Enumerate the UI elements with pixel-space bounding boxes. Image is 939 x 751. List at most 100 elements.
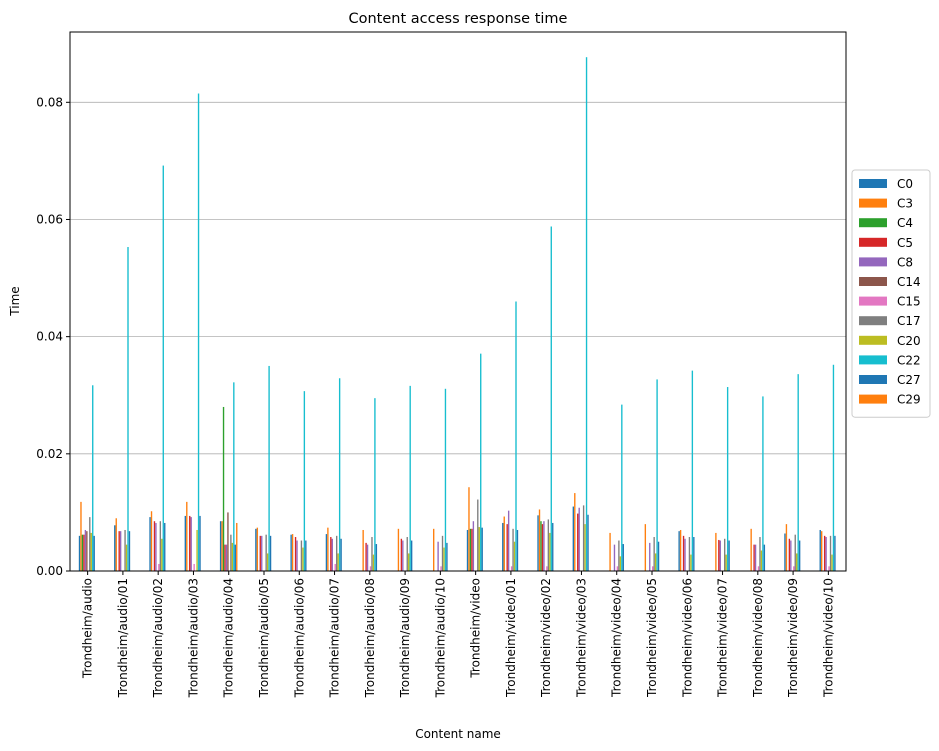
y-tick-label: 0.06 (36, 212, 63, 226)
bar (654, 553, 657, 571)
bar (728, 540, 730, 571)
legend-label: C5 (897, 236, 913, 250)
bar (186, 501, 188, 571)
x-tick-label: Trondheim/video (469, 578, 483, 679)
bar (128, 531, 131, 571)
x-tick-label: Trondheim/audio/07 (328, 578, 342, 698)
bar (265, 534, 267, 571)
y-tick-label: 0.00 (36, 564, 63, 578)
bar (763, 544, 766, 571)
bar (231, 542, 234, 571)
bar (158, 563, 160, 571)
bar (819, 529, 821, 571)
legend-swatch (859, 218, 887, 228)
bar (657, 541, 660, 571)
x-tick-label: Trondheim/video/04 (610, 578, 624, 698)
legend-swatch (859, 296, 887, 306)
legend-label: C4 (897, 216, 913, 230)
bar (725, 554, 727, 571)
bar (797, 374, 799, 571)
bar (682, 535, 685, 571)
x-tick-label: Trondheim/audio/08 (363, 578, 377, 698)
legend-swatch (859, 316, 887, 326)
bar (684, 538, 686, 571)
bar (81, 534, 84, 571)
bar (834, 535, 836, 571)
bar (762, 396, 764, 571)
bar (477, 499, 479, 571)
x-tick-label: Trondheim/video/08 (751, 578, 765, 698)
bar (540, 521, 542, 571)
bar (832, 364, 835, 571)
bar (547, 519, 550, 571)
bar (644, 524, 647, 571)
bar (582, 505, 585, 571)
bar (433, 528, 435, 571)
bar (691, 370, 694, 571)
bar (478, 527, 480, 571)
bar (649, 542, 651, 571)
bar (472, 521, 475, 571)
y-axis: 0.00 0.02 0.04 0.06 0.08 (36, 95, 70, 578)
legend-swatch (859, 335, 887, 345)
y-tick-label: 0.04 (36, 330, 63, 344)
bar (408, 553, 410, 571)
bar (784, 533, 786, 571)
bar (719, 540, 721, 571)
bar (829, 535, 832, 571)
bar (823, 535, 826, 571)
bar (164, 522, 166, 571)
bar (259, 535, 261, 571)
bar (512, 528, 514, 571)
bar (754, 544, 757, 571)
bar (621, 404, 623, 571)
bar (441, 535, 444, 571)
x-axis: Trondheim/audio Trondheim/audio/01 Trondhe… (81, 571, 835, 698)
bar (161, 538, 163, 571)
bar (340, 538, 342, 571)
bar (371, 537, 373, 571)
legend-label: C22 (897, 353, 921, 367)
bar (189, 515, 191, 571)
bar (162, 165, 164, 572)
bar (584, 524, 586, 571)
legend-label: C27 (897, 373, 921, 387)
bar (516, 529, 519, 571)
legend-label: C17 (897, 314, 921, 328)
plot-frame (69, 31, 847, 572)
legend-swatch (859, 394, 887, 404)
bar (90, 532, 92, 571)
legend-label: C20 (897, 334, 921, 348)
x-tick-label: Trondheim/video/09 (786, 578, 800, 698)
bar (236, 522, 238, 571)
bar (86, 531, 88, 571)
bar (440, 566, 442, 571)
bar (369, 566, 372, 571)
bar (199, 515, 201, 571)
x-axis-label: Content name (415, 727, 501, 741)
bar (537, 515, 539, 571)
bar (89, 517, 91, 571)
bar (225, 544, 228, 571)
chart-title: Content access response time (349, 11, 568, 27)
bar (538, 509, 541, 571)
bar (397, 528, 400, 571)
legend-swatch (859, 179, 887, 188)
bar (587, 514, 589, 571)
legend-label: C29 (897, 393, 921, 407)
bar (366, 544, 369, 571)
x-tick-label: Trondheim/audio/05 (257, 578, 271, 698)
y-tick-label: 0.08 (36, 95, 63, 109)
bar (656, 379, 658, 571)
bar (338, 378, 341, 571)
bar (821, 531, 823, 571)
legend-label: C15 (897, 295, 921, 309)
bar (222, 406, 225, 571)
x-tick-label: Trondheim/video/06 (680, 578, 694, 698)
bar (577, 513, 579, 571)
bar (796, 553, 798, 571)
bar (471, 528, 473, 571)
bar (400, 538, 403, 571)
